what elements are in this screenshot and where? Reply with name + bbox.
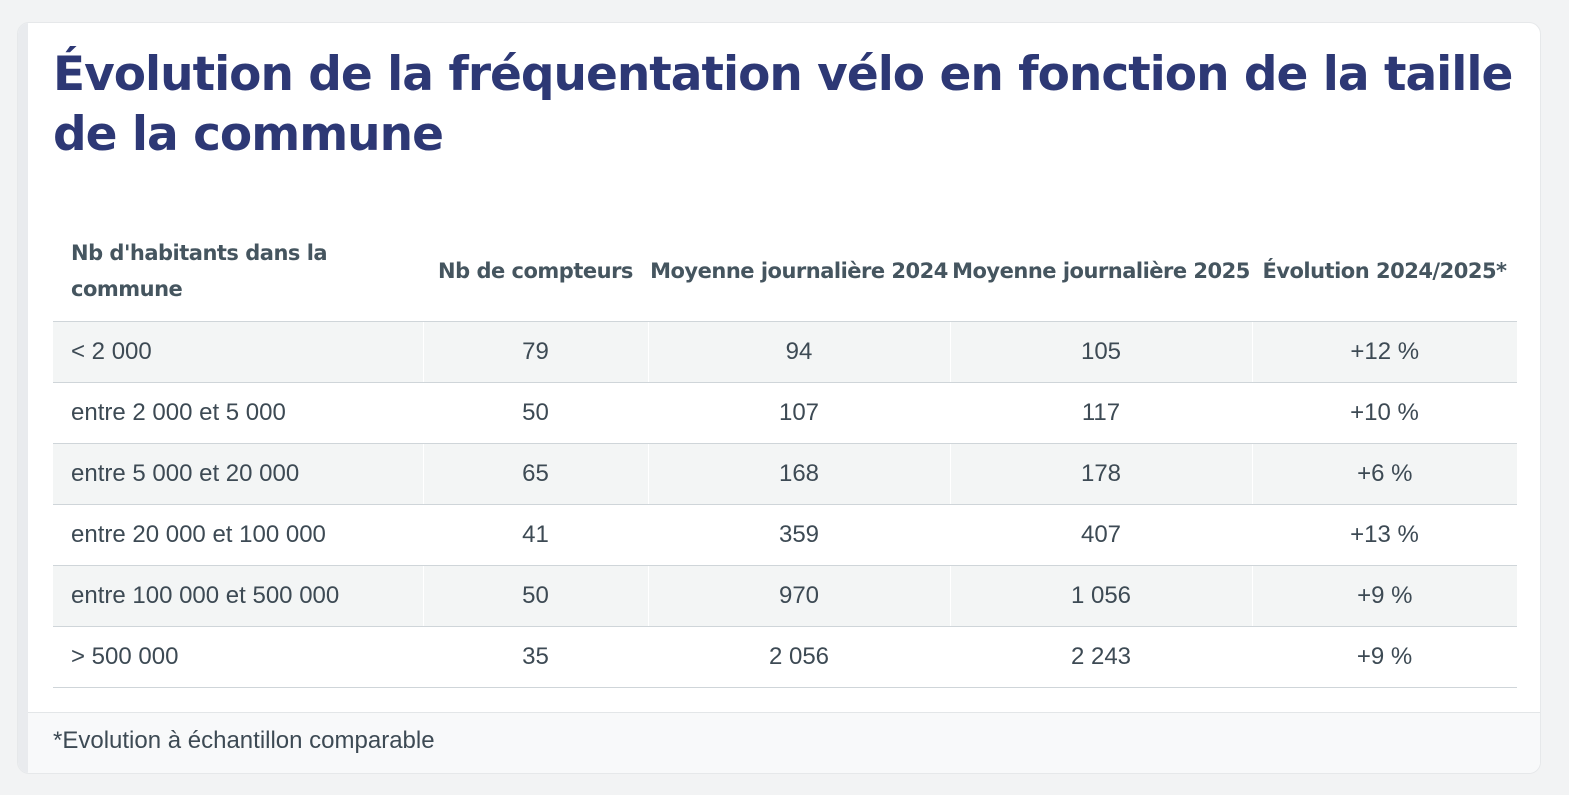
table-cell: +9 % bbox=[1251, 565, 1517, 627]
table-row: entre 5 000 et 20 000 65 168 178 +6 % bbox=[53, 443, 1517, 505]
column-header: Moyenne journalière 2024 bbox=[648, 225, 950, 322]
table-cell: 35 bbox=[423, 626, 648, 688]
table-row: entre 100 000 et 500 000 50 970 1 056 +9… bbox=[53, 565, 1517, 627]
table-cell: 359 bbox=[648, 504, 950, 566]
table-cell: 41 bbox=[423, 504, 648, 566]
table-cell: < 2 000 bbox=[53, 321, 423, 383]
table-cell: 178 bbox=[949, 443, 1252, 505]
table-cell: +10 % bbox=[1252, 382, 1517, 444]
table-cell: 407 bbox=[950, 504, 1252, 566]
table-cell: +9 % bbox=[1252, 626, 1517, 688]
table-card: Évolution de la fréquentation vélo en fo… bbox=[17, 22, 1541, 774]
table-cell: 50 bbox=[422, 565, 648, 627]
table-cell: 117 bbox=[950, 382, 1252, 444]
table-cell: +12 % bbox=[1251, 321, 1517, 383]
table-row: entre 2 000 et 5 000 50 107 117 +10 % bbox=[53, 382, 1517, 444]
data-table: Nb d'habitants dans la commune Nb de com… bbox=[53, 225, 1517, 688]
table-cell: 970 bbox=[647, 565, 950, 627]
table-cell: 65 bbox=[422, 443, 648, 505]
table-cell: 79 bbox=[422, 321, 648, 383]
table-cell: entre 2 000 et 5 000 bbox=[53, 382, 423, 444]
table-cell: 168 bbox=[647, 443, 950, 505]
table-row: entre 20 000 et 100 000 41 359 407 +13 % bbox=[53, 504, 1517, 566]
column-header: Nb de compteurs bbox=[423, 225, 648, 322]
table-cell: 50 bbox=[423, 382, 648, 444]
table-cell: +6 % bbox=[1251, 443, 1517, 505]
table-cell: entre 100 000 et 500 000 bbox=[53, 565, 423, 627]
table-cell: entre 5 000 et 20 000 bbox=[53, 443, 423, 505]
table-cell: +13 % bbox=[1252, 504, 1517, 566]
table-cell: 105 bbox=[949, 321, 1252, 383]
table-row: > 500 000 35 2 056 2 243 +9 % bbox=[53, 626, 1517, 688]
footnote: *Evolution à échantillon comparable bbox=[53, 727, 435, 754]
table-cell: 107 bbox=[648, 382, 950, 444]
table-cell: 2 056 bbox=[648, 626, 950, 688]
table-cell: entre 20 000 et 100 000 bbox=[53, 504, 423, 566]
table-cell: 94 bbox=[647, 321, 950, 383]
column-header: Moyenne journalière 2025 bbox=[950, 225, 1252, 322]
table-cell: 2 243 bbox=[950, 626, 1252, 688]
column-header: Évolution 2024/2025* bbox=[1252, 225, 1517, 322]
table-cell: 1 056 bbox=[949, 565, 1252, 627]
table-header-row: Nb d'habitants dans la commune Nb de com… bbox=[53, 225, 1517, 322]
table-cell: > 500 000 bbox=[53, 626, 423, 688]
page-title: Évolution de la fréquentation vélo en fo… bbox=[53, 47, 1513, 162]
table-row: < 2 000 79 94 105 +12 % bbox=[53, 321, 1517, 383]
column-header: Nb d'habitants dans la commune bbox=[53, 225, 423, 322]
table-footer: *Evolution à échantillon comparable bbox=[28, 712, 1540, 773]
